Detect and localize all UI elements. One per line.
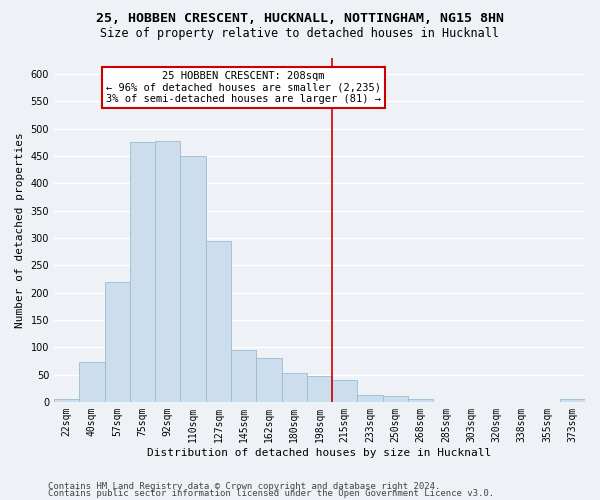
Bar [307, 376, 332, 402]
Text: 25, HOBBEN CRESCENT, HUCKNALL, NOTTINGHAM, NG15 8HN: 25, HOBBEN CRESCENT, HUCKNALL, NOTTINGHA… [96, 12, 504, 26]
Bar [206, 240, 231, 402]
Bar [104, 282, 130, 402]
Bar [181, 156, 206, 402]
Bar [231, 350, 256, 402]
Bar [358, 396, 383, 402]
Bar [256, 358, 281, 402]
Bar [332, 380, 358, 402]
Text: 25 HOBBEN CRESCENT: 208sqm
← 96% of detached houses are smaller (2,235)
3% of se: 25 HOBBEN CRESCENT: 208sqm ← 96% of deta… [106, 71, 381, 104]
Text: Contains HM Land Registry data © Crown copyright and database right 2024.: Contains HM Land Registry data © Crown c… [48, 482, 440, 491]
Bar [155, 140, 181, 402]
Bar [54, 399, 79, 402]
Text: Contains public sector information licensed under the Open Government Licence v3: Contains public sector information licen… [48, 490, 494, 498]
Y-axis label: Number of detached properties: Number of detached properties [15, 132, 25, 328]
Text: Size of property relative to detached houses in Hucknall: Size of property relative to detached ho… [101, 28, 499, 40]
Bar [130, 142, 155, 402]
Bar [560, 399, 585, 402]
Bar [383, 396, 408, 402]
X-axis label: Distribution of detached houses by size in Hucknall: Distribution of detached houses by size … [148, 448, 491, 458]
Bar [281, 373, 307, 402]
Bar [408, 399, 433, 402]
Bar [79, 362, 104, 402]
